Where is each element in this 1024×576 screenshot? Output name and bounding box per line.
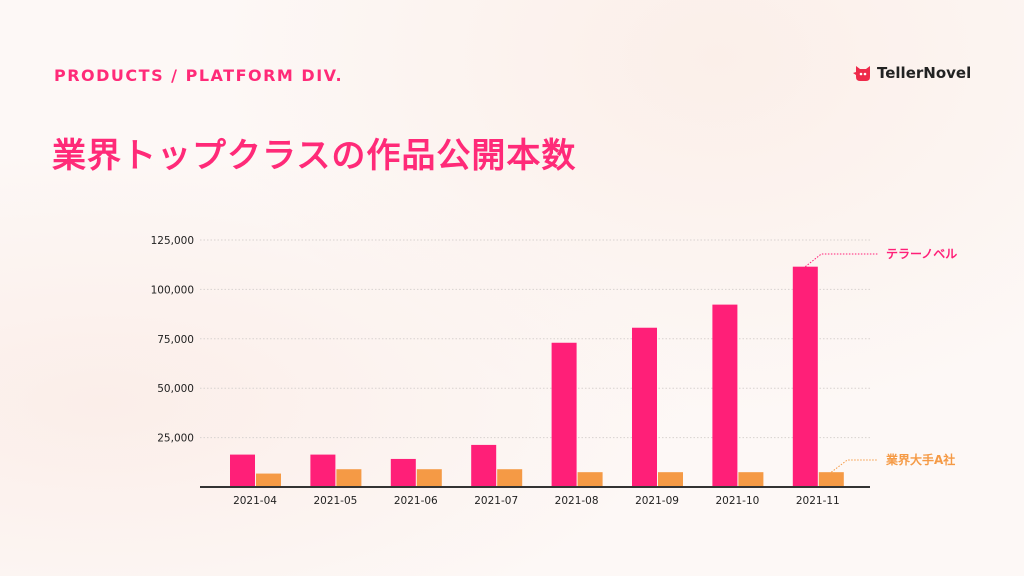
page-title: 業界トップクラスの作品公開本数 [52, 136, 577, 176]
bar-competitor [336, 469, 362, 487]
legend-label: テラーノベル [886, 247, 957, 261]
y-tick-label: 50,000 [157, 383, 194, 395]
section-kicker: PRODUCTS / PLATFORM DIV. [54, 66, 344, 85]
y-tick-label: 75,000 [157, 334, 194, 346]
logo: TellerNovel [853, 64, 971, 82]
bar-tellernovel [632, 327, 657, 487]
x-tick-label: 2021-04 [233, 495, 277, 507]
bar-competitor [256, 473, 281, 487]
bar-tellernovel [712, 304, 738, 487]
bar-competitor [818, 472, 844, 487]
bar-tellernovel [471, 444, 497, 487]
y-tick-label: 125,000 [151, 235, 194, 247]
bar-tellernovel [230, 454, 255, 487]
logo-text: TellerNovel [877, 64, 972, 82]
bar-competitor [658, 472, 683, 487]
legend-leader-line [804, 253, 878, 268]
x-tick-label: 2021-10 [715, 495, 759, 507]
bar-competitor [738, 472, 764, 487]
x-tick-label: 2021-09 [635, 495, 679, 507]
bar-tellernovel [792, 266, 818, 487]
bar-competitor [416, 469, 442, 487]
x-tick-label: 2021-11 [796, 495, 840, 507]
cat-logo-icon [853, 66, 870, 81]
bar-competitor [577, 472, 603, 487]
bar-tellernovel [551, 342, 577, 487]
y-tick-label: 100,000 [151, 284, 194, 296]
x-tick-label: 2021-05 [313, 495, 357, 507]
bar-tellernovel [390, 458, 416, 487]
x-tick-label: 2021-08 [555, 495, 599, 507]
bar-competitor [497, 469, 523, 487]
bar-tellernovel [310, 454, 336, 487]
legend-label: 業界大手A社 [885, 452, 955, 467]
x-tick-label: 2021-07 [474, 495, 518, 507]
y-tick-label: 25,000 [157, 433, 194, 445]
legend-leader-line [830, 459, 878, 473]
x-tick-label: 2021-06 [394, 495, 438, 507]
